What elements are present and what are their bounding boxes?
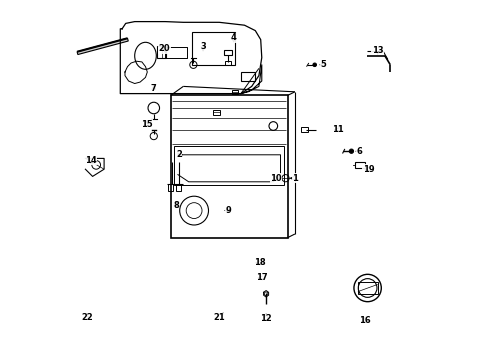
- Text: 15: 15: [141, 120, 152, 129]
- Bar: [176, 184, 181, 191]
- Text: 11: 11: [331, 125, 343, 134]
- Text: 7: 7: [151, 84, 156, 93]
- Text: 12: 12: [260, 314, 271, 323]
- Bar: [241, 72, 255, 81]
- Bar: [224, 50, 231, 55]
- Text: 17: 17: [255, 274, 267, 282]
- Text: 14: 14: [84, 156, 96, 165]
- Text: 2: 2: [176, 150, 182, 159]
- Text: 13: 13: [371, 46, 383, 55]
- Bar: [157, 46, 166, 58]
- Bar: [170, 95, 287, 238]
- Text: 8: 8: [173, 201, 179, 210]
- Bar: [213, 110, 219, 115]
- Text: 3: 3: [200, 42, 205, 51]
- Bar: [174, 146, 284, 185]
- Bar: [192, 32, 235, 65]
- Polygon shape: [77, 38, 128, 54]
- Bar: [167, 184, 172, 191]
- Text: 21: 21: [213, 313, 224, 322]
- Bar: [224, 61, 230, 65]
- Text: 19: 19: [362, 165, 374, 174]
- Bar: [301, 127, 307, 132]
- Text: 10: 10: [270, 174, 282, 183]
- Bar: [231, 90, 238, 94]
- Text: 22: 22: [81, 313, 93, 322]
- Text: 5: 5: [320, 60, 326, 69]
- Text: 1: 1: [291, 174, 297, 183]
- Text: 6: 6: [356, 147, 362, 156]
- Circle shape: [312, 63, 316, 67]
- Text: 20: 20: [159, 44, 170, 53]
- Bar: [355, 162, 365, 168]
- Text: 9: 9: [225, 206, 231, 215]
- Text: 18: 18: [253, 258, 265, 267]
- Text: 4: 4: [230, 33, 236, 42]
- Bar: [357, 282, 377, 294]
- Text: 16: 16: [359, 316, 370, 325]
- Circle shape: [348, 149, 353, 153]
